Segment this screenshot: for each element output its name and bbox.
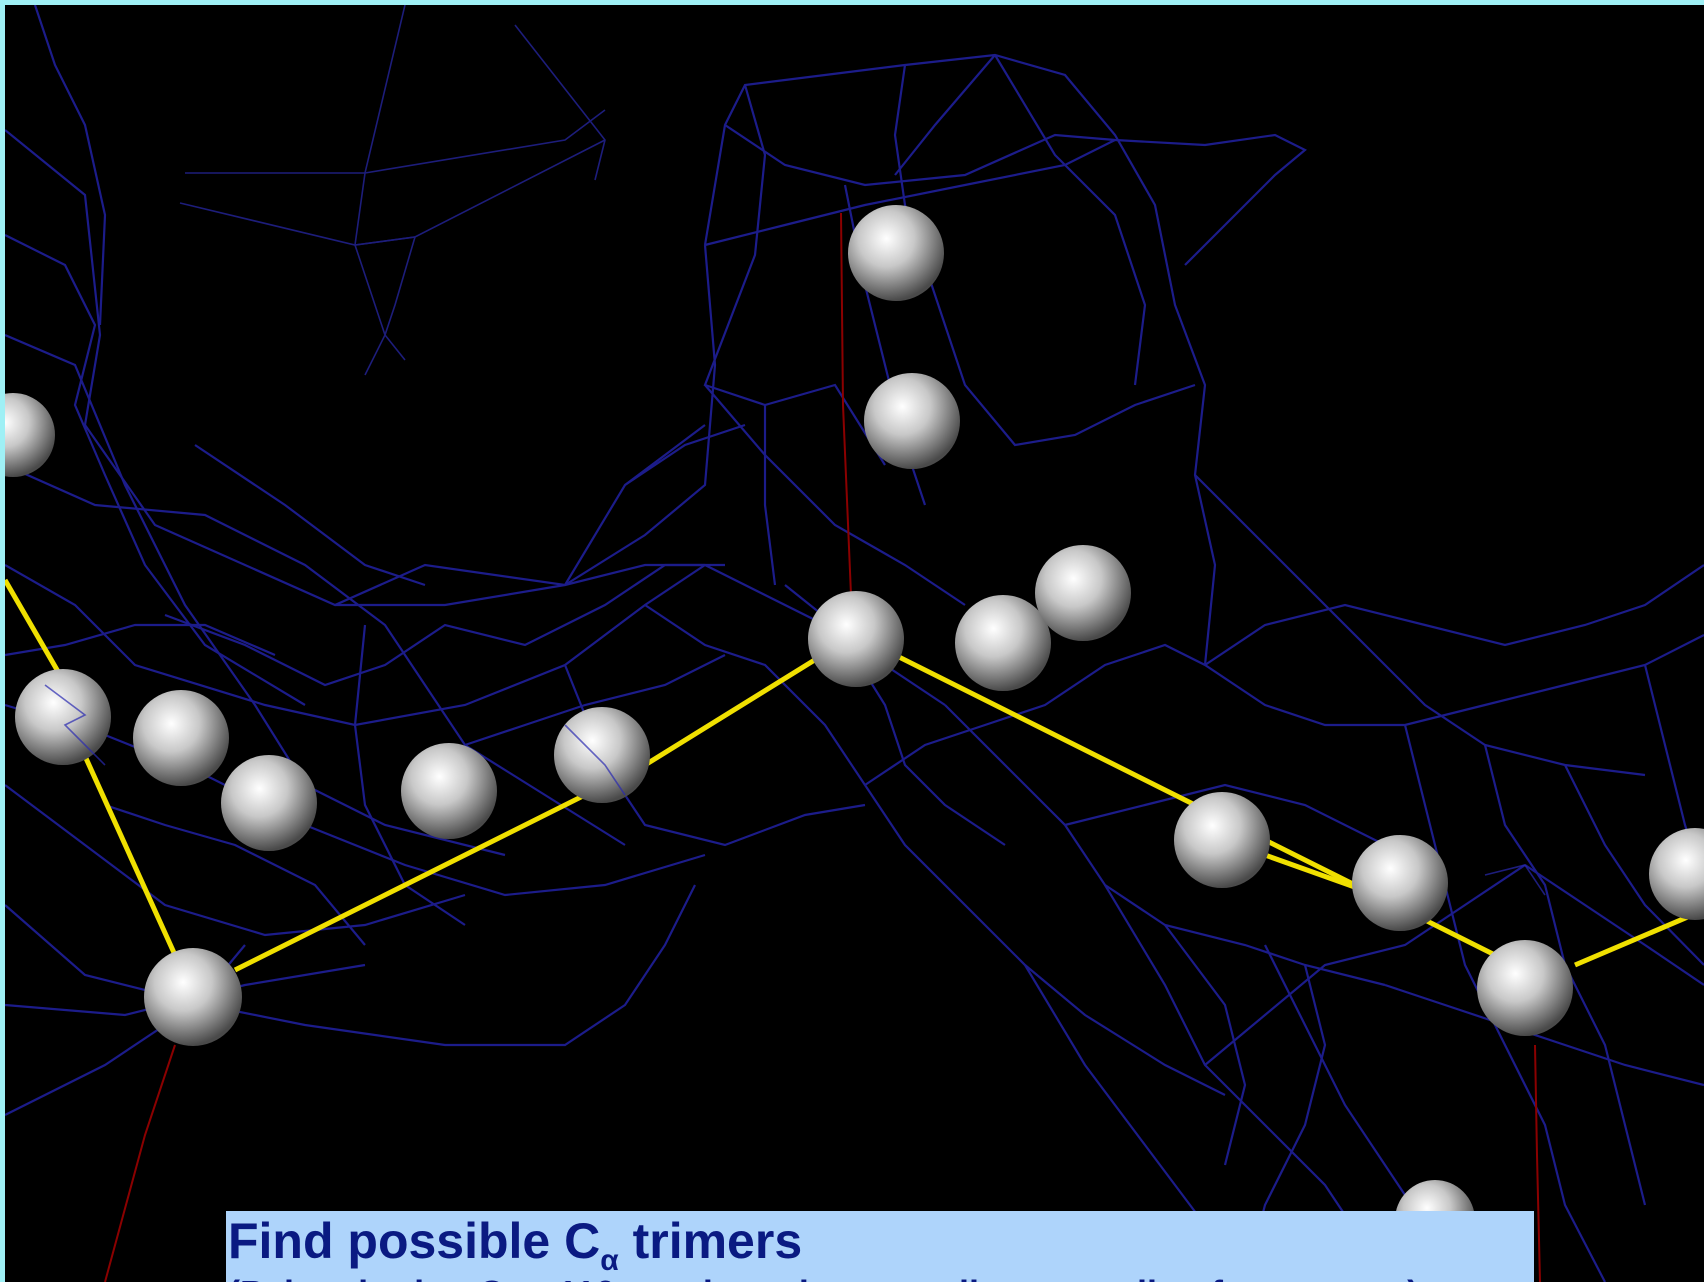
calpha-atom bbox=[1174, 792, 1270, 888]
mesh-line bbox=[1165, 925, 1245, 1165]
mesh-line bbox=[180, 140, 605, 245]
calpha-atom bbox=[1035, 545, 1131, 641]
molecular-viewer[interactable]: Find possible Cα trimers (Pairs sharing … bbox=[5, 5, 1704, 1282]
calpha-atom bbox=[554, 707, 650, 803]
caption-subtitle: (Pairs sharing Cα ± 110o angle; points n… bbox=[228, 1269, 1419, 1282]
mesh-line bbox=[645, 605, 1225, 1095]
probe-line bbox=[1535, 1045, 1540, 1282]
mesh-line bbox=[1265, 945, 1425, 1225]
probe-line bbox=[105, 1045, 175, 1282]
mesh-line bbox=[1205, 565, 1704, 665]
caption-box: Find possible Cα trimers (Pairs sharing … bbox=[226, 1211, 1534, 1282]
mesh-line bbox=[515, 25, 605, 180]
mesh-line bbox=[355, 5, 405, 375]
calpha-atom bbox=[15, 669, 111, 765]
calpha-atom bbox=[401, 743, 497, 839]
mesh-line bbox=[565, 425, 705, 585]
backbone-bond bbox=[5, 580, 60, 675]
calpha-atom bbox=[221, 755, 317, 851]
mesh-line bbox=[995, 55, 1145, 385]
mesh-line bbox=[765, 405, 775, 585]
mesh-line bbox=[895, 55, 995, 175]
mesh-line bbox=[5, 130, 715, 605]
mesh-line bbox=[1485, 865, 1545, 895]
mesh-line bbox=[5, 235, 305, 705]
calpha-atom bbox=[808, 591, 904, 687]
calpha-atom bbox=[133, 690, 229, 786]
mesh-line bbox=[185, 110, 605, 173]
mesh-line bbox=[1195, 475, 1645, 775]
backbone-bond bbox=[235, 635, 855, 970]
mesh-line bbox=[5, 885, 695, 1045]
calpha-atom bbox=[864, 373, 960, 469]
mesh-line bbox=[355, 237, 415, 360]
calpha-atom bbox=[1477, 940, 1573, 1036]
density-map-scene bbox=[5, 5, 1704, 1282]
mesh-line bbox=[165, 565, 725, 685]
mesh-line bbox=[725, 125, 1305, 265]
mesh-line bbox=[625, 425, 745, 485]
mesh-line bbox=[945, 705, 1385, 985]
calpha-atom bbox=[1649, 828, 1704, 920]
calpha-atoms bbox=[5, 205, 1704, 1260]
calpha-atom bbox=[5, 393, 55, 477]
calpha-atom bbox=[144, 948, 242, 1046]
calpha-atom bbox=[955, 595, 1051, 691]
calpha-atom bbox=[1352, 835, 1448, 931]
probe-lines bbox=[105, 213, 1540, 1282]
mesh-line bbox=[195, 445, 425, 585]
calpha-atom bbox=[848, 205, 944, 301]
mesh-line bbox=[1025, 965, 1205, 1225]
